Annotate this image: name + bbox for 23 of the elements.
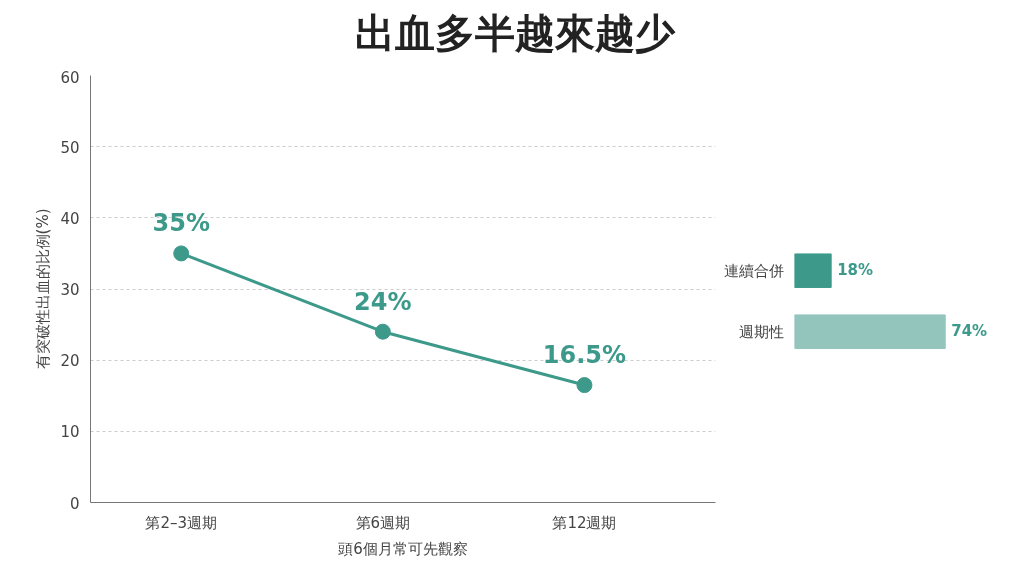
x-axis-title: 頭6個月常可先觀察 — [338, 539, 468, 558]
data-label: 18% — [837, 260, 874, 279]
text: 35% — [152, 209, 210, 238]
y-tick-label: 20 — [60, 352, 80, 371]
text: 16.5% — [542, 341, 627, 370]
point — [374, 323, 391, 340]
chart-title: 出血多半越來越少 — [355, 9, 675, 58]
y-tick-label: 0 — [69, 494, 80, 513]
x-tick-label: 第2–3週期 — [145, 513, 218, 532]
x-tick-label: 第12週期 — [552, 513, 617, 532]
text: 24% — [354, 287, 412, 316]
data-label: 74% — [951, 321, 988, 340]
y-tick-label: 50 — [60, 138, 80, 157]
point — [173, 245, 190, 262]
y-tick-label: 10 — [60, 423, 80, 442]
y-tick-label: 60 — [60, 68, 80, 87]
y-tick-label: 連續合併 — [723, 261, 784, 280]
point — [576, 377, 593, 394]
y-tick-label: 30 — [60, 281, 80, 299]
y-tick-label: 週期性 — [738, 322, 784, 341]
y-axis-title: 有突破性出血的比例(%) — [34, 208, 53, 370]
y-tick-label: 40 — [60, 209, 80, 228]
x-tick-label: 第6週期 — [355, 513, 411, 532]
